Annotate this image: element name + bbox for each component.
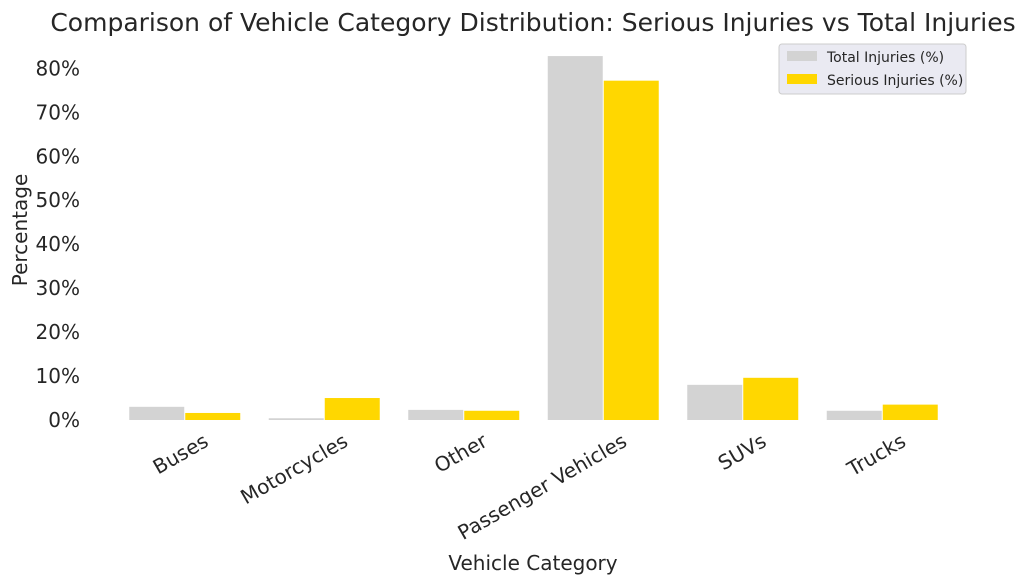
x-tick-label: Other [430, 428, 492, 478]
chart-title: Comparison of Vehicle Category Distribut… [50, 8, 1015, 37]
bar-serious-injuries-buses [185, 412, 241, 420]
legend: Total Injuries (%) Serious Injuries (%) [778, 43, 967, 95]
bar-serious-injuries-passenger-vehicles [603, 80, 659, 420]
bar-total-injuries-buses [129, 406, 185, 420]
bars [129, 56, 938, 420]
legend-frame [778, 43, 967, 95]
y-tick-label: 20% [36, 320, 80, 344]
y-tick-label: 60% [36, 144, 80, 168]
x-axis-label: Vehicle Category [448, 551, 617, 575]
y-axis-ticks: 0% 10% 20% 30% 40% 50% 60% 70% 80% [36, 56, 80, 432]
bar-serious-injuries-suvs [743, 377, 799, 420]
bar-serious-injuries-other [464, 410, 520, 420]
y-tick-label: 10% [36, 364, 80, 388]
bar-serious-injuries-trucks [882, 404, 938, 420]
bar-total-injuries-other [408, 409, 464, 420]
bar-total-injuries-passenger-vehicles [547, 56, 603, 420]
y-tick-label: 30% [36, 276, 80, 300]
bar-serious-injuries-motorcycles [324, 398, 380, 420]
x-tick-label: SUVs [714, 429, 771, 476]
bar-total-injuries-motorcycles [268, 418, 324, 420]
y-tick-label: 50% [36, 188, 80, 212]
bar-total-injuries-trucks [826, 410, 882, 420]
x-tick-label: Buses [149, 429, 213, 480]
legend-swatch-total-injuries [787, 51, 817, 61]
y-tick-label: 80% [36, 56, 80, 80]
x-tick-label: Trucks [842, 429, 910, 482]
y-axis-label: Percentage [8, 174, 32, 287]
x-tick-label: Motorcycles [236, 429, 351, 510]
legend-swatch-serious-injuries [787, 74, 817, 84]
y-tick-label: 70% [36, 100, 80, 124]
legend-label-serious-injuries: Serious Injuries (%) [827, 73, 963, 89]
y-tick-label: 40% [36, 232, 80, 256]
legend-label-total-injuries: Total Injuries (%) [826, 50, 944, 66]
y-tick-label: 0% [48, 408, 80, 432]
bar-total-injuries-suvs [687, 384, 743, 420]
